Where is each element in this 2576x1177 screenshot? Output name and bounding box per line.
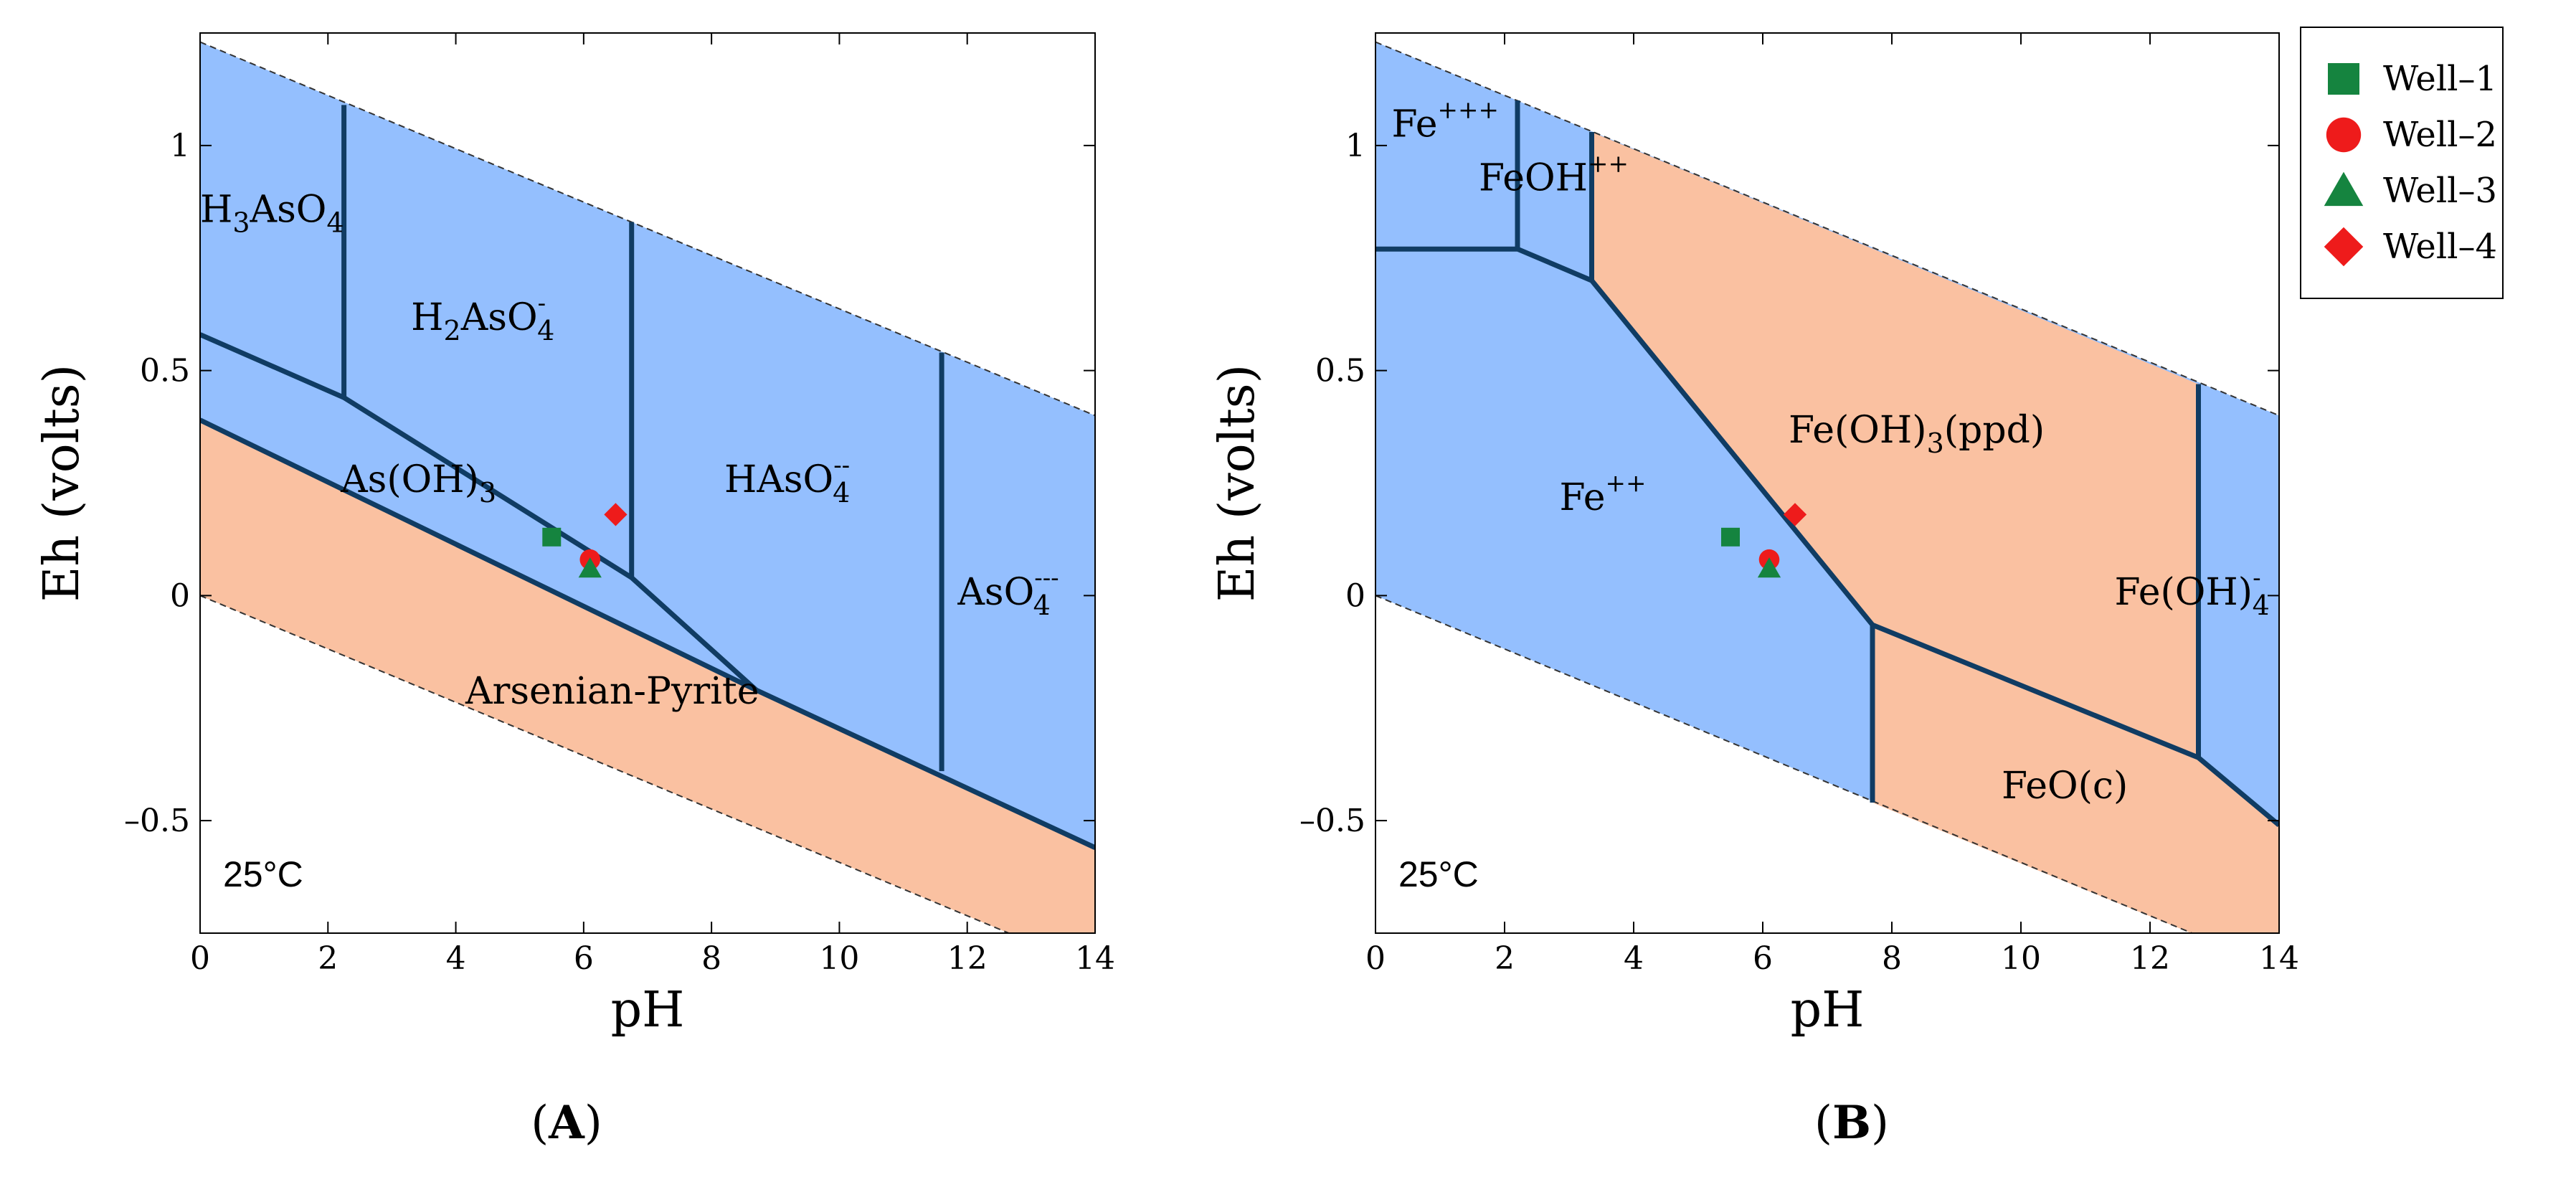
y-tick-label: 0.5 (140, 353, 190, 389)
species-label: H2AsO-4 (411, 289, 554, 346)
y-tick-label: 1 (170, 128, 190, 164)
phase-boundary (200, 332, 758, 692)
legend: Well–1 Well–2 Well–3 Well–4 (2300, 27, 2504, 299)
legend-label: Well–4 (2383, 227, 2497, 267)
legend-marker-well-2 (2326, 117, 2362, 153)
x-axis-label: pH (1791, 982, 1865, 1039)
y-tick-label: 0 (170, 577, 190, 614)
species-label: H3AsO4 (200, 189, 344, 239)
species-label: Fe(OH)3(ppd) (1789, 409, 2045, 459)
species-label: FeO(c) (2002, 765, 2128, 808)
x-tick-label: 8 (701, 940, 721, 977)
temperature-label: 25°C (223, 854, 303, 894)
plot-area (200, 41, 1095, 933)
species-label: FeOH++ (1479, 150, 1629, 200)
legend-marker-well-1 (2328, 63, 2359, 95)
species-label: Fe++ (1560, 469, 1647, 519)
plot-area (1375, 41, 2279, 933)
y-axis-label: Eh (volts) (1209, 364, 1266, 602)
well-marker-well-4 (1783, 503, 1807, 526)
region-fe-oh-3-ppd (1591, 132, 2199, 758)
y-tick-label: 0.5 (1315, 353, 1365, 389)
water-limit-upper (1375, 41, 2279, 417)
well-marker-well-4 (604, 503, 628, 526)
legend-label: Well–1 (2383, 59, 2497, 99)
x-tick-label: 12 (947, 940, 988, 977)
x-tick-label: 12 (2130, 940, 2170, 977)
water-limit-upper (200, 41, 1095, 417)
well-marker-well-3 (578, 557, 602, 578)
panel-a-chart: 0 2 4 6 8 10 12 14 1 0.5 0 –0.5 pH Eh (volts) H3AsO4 H2… (34, 32, 1115, 1150)
phase-boundary (1375, 246, 2279, 828)
x-tick-label: 0 (190, 940, 210, 977)
x-tick-label: 4 (446, 940, 466, 977)
plot-frame (199, 32, 1096, 934)
panel-label: (B) (1814, 1096, 1889, 1150)
legend-marker-well-3 (2324, 171, 2364, 207)
x-tick-label: 4 (1624, 940, 1644, 977)
water-limit-lower (200, 595, 1011, 933)
x-tick-label: 6 (574, 940, 594, 977)
plot-frame (1375, 32, 2280, 934)
x-tick-label: 14 (1075, 940, 1115, 977)
species-label: AsO---4 (957, 564, 1059, 621)
x-tick-label: 14 (2259, 940, 2299, 977)
x-tick-label: 0 (1365, 940, 1386, 977)
legend-marker-well-4 (2324, 227, 2364, 267)
y-axis-label: Eh (volts) (34, 364, 90, 602)
panel-label: (A) (531, 1096, 602, 1150)
species-label: Fe(OH)-4 (2115, 564, 2270, 621)
x-axis-label: pH (611, 982, 685, 1039)
y-tick-label: 1 (1345, 128, 1365, 164)
temperature-label: 25°C (1398, 854, 1479, 894)
species-label: Arsenian-Pyrite (465, 670, 759, 713)
legend-label: Well–3 (2383, 171, 2497, 211)
well-marker-well-3 (1757, 557, 1781, 578)
region-feo-c (1872, 625, 2279, 933)
y-tick-label: –0.5 (124, 803, 190, 839)
x-tick-label: 6 (1753, 940, 1773, 977)
x-tick-label: 10 (819, 940, 859, 977)
y-tick-label: –0.5 (1299, 803, 1365, 839)
region-arsenian-pyrite (200, 420, 1095, 933)
x-tick-label: 8 (1882, 940, 1902, 977)
water-limit-lower (1375, 595, 2194, 933)
x-tick-label: 2 (1495, 940, 1515, 977)
y-tick-label: 0 (1345, 577, 1365, 614)
x-tick-label: 2 (318, 940, 338, 977)
x-tick-label: 10 (2001, 940, 2041, 977)
species-label: Fe+++ (1392, 95, 1499, 146)
region-aqueous (200, 42, 1095, 848)
well-marker-well-1 (542, 527, 562, 547)
species-label: HAsO--4 (724, 451, 850, 509)
well-marker-well-1 (1721, 527, 1740, 547)
species-label: As(OH)3 (340, 458, 496, 509)
legend-label: Well–2 (2383, 115, 2497, 155)
